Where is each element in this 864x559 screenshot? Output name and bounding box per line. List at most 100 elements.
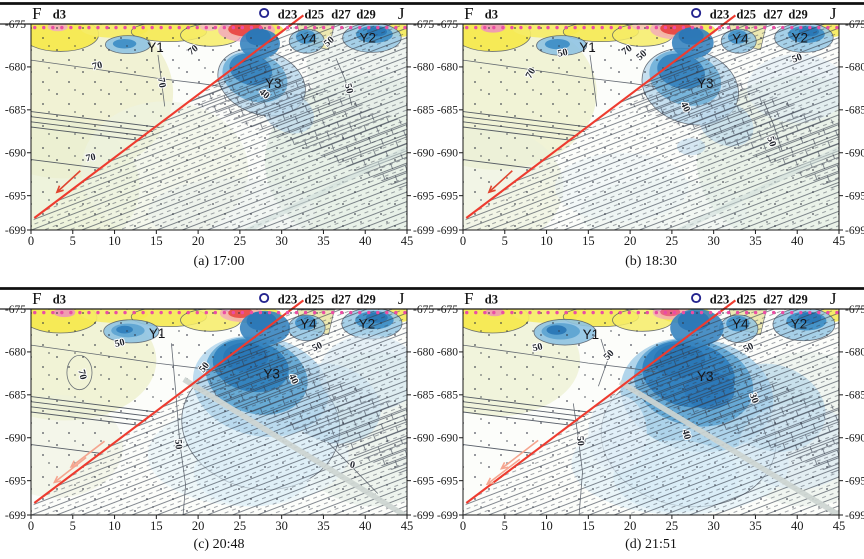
fault-line xyxy=(33,299,305,504)
contour-line xyxy=(589,54,598,107)
panel-d: 0 5 10 15 20 25 30 35 40 45 -675 -675 -680 -680 -685 -6… xyxy=(432,287,864,552)
y-tick-label-right: -680 xyxy=(845,347,864,359)
y-tick-label-left: -685 xyxy=(5,105,26,117)
x-tick-label: 5 xyxy=(502,519,508,533)
y-tick-label-right: -675 xyxy=(413,19,434,31)
y-tick-label-left: -690 xyxy=(437,148,458,160)
y-tick-label-right: -685 xyxy=(413,390,434,402)
bricks-texture xyxy=(190,343,407,477)
contour-value-label: 50 xyxy=(764,135,778,148)
electrode-dots xyxy=(33,310,407,315)
section-endpoint-label: J xyxy=(398,289,405,308)
y-tick-label-left: -699 xyxy=(5,510,26,522)
x-tick-label: 45 xyxy=(401,519,414,533)
zone-label-Y2: Y2 xyxy=(359,31,376,46)
zone-label-Y1: Y1 xyxy=(147,40,164,55)
y-tick-label-right: -690 xyxy=(845,433,864,445)
y-tick-label-left: -680 xyxy=(5,62,26,74)
y-tick-label-left: -699 xyxy=(437,510,458,522)
y-tick-label-right: -690 xyxy=(413,148,434,160)
x-tick-label: 10 xyxy=(540,234,553,248)
electrode-dots xyxy=(33,25,407,30)
x-tick-label: 5 xyxy=(70,234,76,248)
contour-value-label: 70 xyxy=(85,152,97,165)
bed-line xyxy=(463,406,579,422)
bed-line xyxy=(463,116,586,133)
y-tick-label-left: -685 xyxy=(437,390,458,402)
bed-line xyxy=(463,401,586,418)
slip-arrow-head xyxy=(487,185,496,194)
plot-area xyxy=(463,309,839,515)
zone-label-Y4: Y4 xyxy=(300,317,317,332)
fault-line xyxy=(465,299,737,504)
y-tick-label-left: -675 xyxy=(437,304,458,316)
bricks-texture xyxy=(622,343,839,477)
bed-line xyxy=(463,111,592,128)
borehole-label: d27 xyxy=(763,293,782,307)
slip-arrow xyxy=(56,170,81,193)
zone-label-Y4: Y4 xyxy=(732,32,749,47)
slip-arrow xyxy=(70,440,106,468)
y-tick-label-right: -675 xyxy=(845,304,864,316)
zone-label-Y2: Y2 xyxy=(791,31,808,46)
plot-area xyxy=(463,24,839,230)
zone-label-Y3: Y3 xyxy=(697,369,714,384)
x-tick-label: 0 xyxy=(460,234,466,248)
x-tick-label: 10 xyxy=(540,519,553,533)
borehole-label: d23 xyxy=(710,293,729,307)
bed-line xyxy=(31,401,154,418)
x-tick-label: 25 xyxy=(666,519,679,533)
x-tick-label: 45 xyxy=(833,234,846,248)
borehole-label: d25 xyxy=(305,8,324,22)
slip-arrow-head xyxy=(55,185,64,194)
section-endpoint-label: J xyxy=(398,4,405,23)
contour-value-label: 40 xyxy=(679,428,692,441)
x-tick-label: 15 xyxy=(582,519,595,533)
grout-vein-band xyxy=(618,379,839,515)
borehole-collar-icon xyxy=(259,292,270,304)
contour-value-label: 50 xyxy=(172,439,184,450)
stripes-texture xyxy=(31,24,407,230)
x-tick-label: 45 xyxy=(401,234,414,248)
x-tick-label: 0 xyxy=(28,519,34,533)
bed-line xyxy=(463,396,592,413)
y-tick-label-right: -675 xyxy=(845,19,864,31)
x-tick-label: 20 xyxy=(192,234,205,248)
bricks-texture xyxy=(622,58,839,192)
contour-line xyxy=(463,59,656,88)
section-endpoint-label: J xyxy=(830,289,837,308)
borehole-label: d23 xyxy=(710,8,729,22)
y-tick-label-right: -680 xyxy=(845,62,864,74)
fault-line xyxy=(465,14,737,219)
x-tick-label: 40 xyxy=(791,519,804,533)
bed-line xyxy=(463,121,579,137)
y-tick-label-right: -690 xyxy=(845,148,864,160)
y-tick-label-right: -695 xyxy=(845,475,864,487)
x-tick-label: 35 xyxy=(317,234,330,248)
x-tick-label: 15 xyxy=(150,519,163,533)
y-tick-label-left: -675 xyxy=(5,304,26,316)
x-tick-label: 15 xyxy=(150,234,163,248)
bed-line xyxy=(463,159,532,169)
panel-a: 0 5 10 15 20 25 30 35 40 45 -675 -675 -680 -680 -685 -6… xyxy=(0,2,434,269)
zone-label-Y2: Y2 xyxy=(791,317,808,332)
contour-value-label: 70 xyxy=(155,77,168,89)
contour-line xyxy=(327,441,379,494)
x-tick-label: 0 xyxy=(460,519,466,533)
borehole-label: d25 xyxy=(737,293,756,307)
contour-value-label: 50 xyxy=(342,82,355,95)
section-endpoint-label: J xyxy=(830,4,837,23)
fault-line xyxy=(33,14,305,219)
stripes-texture xyxy=(463,24,839,230)
borehole-label: d27 xyxy=(763,8,782,22)
contour-value-label: 70 xyxy=(75,369,88,381)
x-tick-label: 25 xyxy=(234,234,247,248)
y-tick-label-right: -680 xyxy=(413,347,434,359)
y-tick-label-left: -695 xyxy=(5,190,26,202)
borehole-label: d27 xyxy=(331,293,350,307)
electrode-dots xyxy=(465,25,839,30)
y-tick-label-left: -699 xyxy=(437,225,458,237)
zone-label-Y4: Y4 xyxy=(732,317,749,332)
